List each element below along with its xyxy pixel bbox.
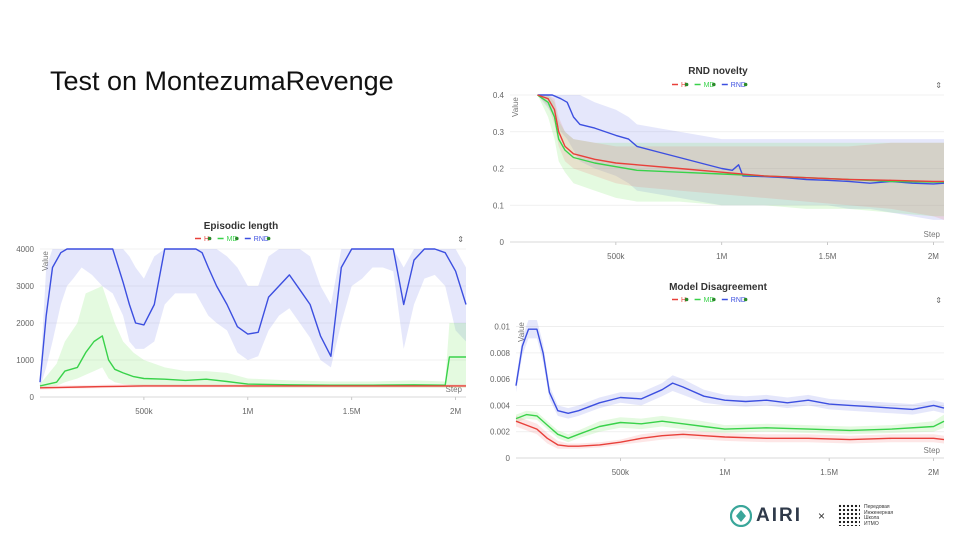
y-tick-label: 0.3 <box>493 128 505 137</box>
y-tick-label: 0.01 <box>494 323 510 332</box>
airi-logo-text: AIRI <box>756 505 802 526</box>
series-band-rnd <box>516 320 944 419</box>
school-line: Школа <box>864 515 880 521</box>
x-tick-label: 500k <box>135 407 153 416</box>
y-tick-label: 0.2 <box>493 165 505 174</box>
x-tick-label: 2M <box>450 407 461 416</box>
footer-logos: AIRI × Передовая Инженерная Школа ИТМО <box>730 502 910 532</box>
airi-logo-icon <box>730 505 752 527</box>
chart-title: RND novelty <box>688 66 748 77</box>
series-band-md <box>537 95 944 217</box>
chart-menu-icon: ⇕ <box>935 296 942 305</box>
x-tick-label: 1M <box>716 252 727 261</box>
legend-label: RND <box>254 236 269 243</box>
y-axis-label: Value <box>517 322 526 342</box>
series-band-rnd <box>537 95 944 220</box>
legend-label: MD <box>704 82 715 89</box>
school-line: Передовая <box>864 504 890 510</box>
y-tick-label: 0 <box>30 393 35 402</box>
legend-dot <box>684 82 689 87</box>
legend-label: MD <box>227 236 238 243</box>
series-line-md <box>515 413 945 439</box>
x-tick-label: 500k <box>612 468 630 477</box>
legend-dot <box>712 82 716 87</box>
legend-label: RND <box>731 82 746 89</box>
y-axis-label: Value <box>511 97 520 117</box>
series-band-h <box>537 95 944 220</box>
series-line-rnd <box>515 328 945 414</box>
legend-dot <box>684 297 689 302</box>
x-tick-label: 500k <box>607 252 625 261</box>
series-line-h <box>39 385 466 389</box>
series-line-h <box>537 94 944 183</box>
series-line-rnd <box>537 94 945 185</box>
series-line-md <box>39 335 466 387</box>
x-tick-label: 2M <box>928 252 939 261</box>
legend-label: H <box>204 236 209 243</box>
legend-label: H <box>681 297 686 304</box>
school-line: ИТМО <box>864 520 879 527</box>
chart-menu-icon: ⇕ <box>457 235 464 244</box>
y-tick-label: 0.4 <box>493 91 505 100</box>
times-sign: × <box>818 509 826 523</box>
legend-label: RND <box>731 297 746 304</box>
slide-title: Test on MontezumaRevenge <box>50 66 394 96</box>
y-tick-label: 0.004 <box>490 401 511 410</box>
legend-dot <box>235 236 239 241</box>
chart-menu-icon: ⇕ <box>935 81 942 90</box>
x-tick-label: 1.5M <box>819 252 837 261</box>
x-tick-label: 1M <box>719 468 730 477</box>
y-tick-label: 0.008 <box>490 349 511 358</box>
x-tick-label: 2M <box>928 468 939 477</box>
y-tick-label: 0.1 <box>493 201 505 210</box>
x-tick-label: 1.5M <box>820 468 838 477</box>
legend-dot <box>743 297 748 302</box>
y-tick-label: 0 <box>500 238 505 247</box>
legend-label: MD <box>704 297 715 304</box>
school-logo-text: Передовая Инженерная Школа ИТМО <box>864 504 894 527</box>
legend-dot <box>712 297 716 302</box>
series-band-h <box>516 415 944 449</box>
series-band-md <box>40 286 466 388</box>
y-tick-label: 2000 <box>16 319 34 328</box>
y-tick-label: 3000 <box>16 282 34 291</box>
series-line-rnd <box>39 248 467 383</box>
chart-title: Episodic length <box>204 221 278 232</box>
x-tick-label: 1.5M <box>343 407 361 416</box>
series-band-md <box>516 410 944 443</box>
legend-label: H <box>681 82 686 89</box>
y-tick-label: 4000 <box>16 245 34 254</box>
x-tick-label: 1M <box>242 407 253 416</box>
x-axis-label: Step <box>924 230 941 239</box>
legend-dot <box>207 236 212 241</box>
y-tick-label: 0.002 <box>490 428 511 437</box>
x-axis-label: Step <box>924 446 941 455</box>
series-band-rnd <box>40 249 466 388</box>
legend-dot <box>743 82 748 87</box>
x-axis-label: Step <box>446 385 463 394</box>
chart-title: Model Disagreement <box>669 282 767 293</box>
legend-dot <box>266 236 271 241</box>
series-line-h <box>515 420 945 447</box>
y-tick-label: 0 <box>506 454 511 463</box>
y-tick-label: 0.006 <box>490 375 511 384</box>
y-axis-label: Value <box>41 251 50 271</box>
y-tick-label: 1000 <box>16 356 34 365</box>
school-logo-icon <box>838 504 860 526</box>
school-line: Инженерная <box>864 509 894 516</box>
